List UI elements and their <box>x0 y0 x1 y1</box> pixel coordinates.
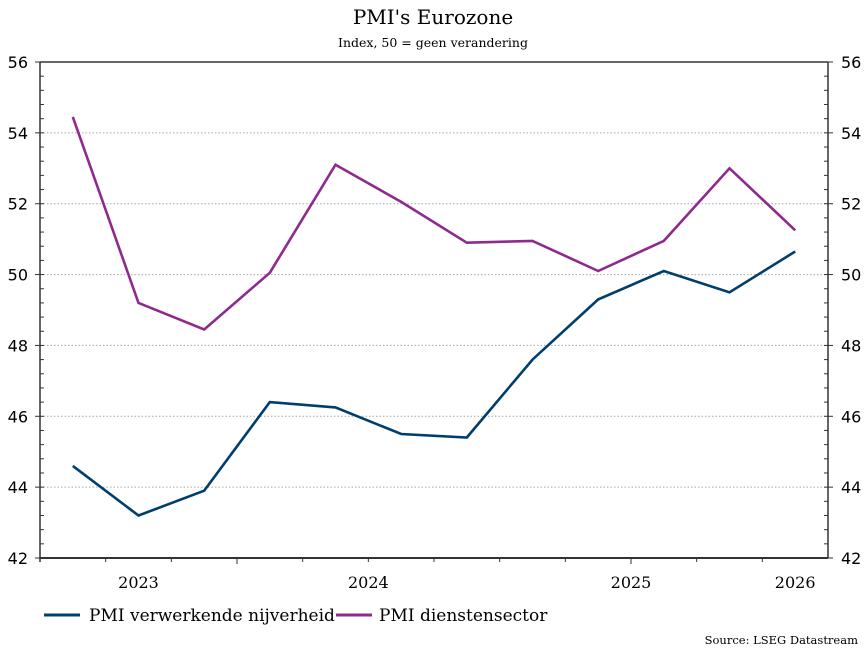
axes <box>35 61 833 564</box>
y-tick-label-left: 54 <box>8 124 28 143</box>
legend: PMI verwerkende nijverheid PMI dienstens… <box>44 606 548 626</box>
y-tick-label-right: 56 <box>841 53 861 72</box>
series-line-manufacturing <box>72 250 796 517</box>
legend-label-manufacturing: PMI verwerkende nijverheid <box>89 606 335 626</box>
x-tick-label: 2025 <box>611 573 652 592</box>
legend-item-services: PMI dienstensector <box>336 606 548 626</box>
y-tick-label-right: 44 <box>841 478 861 497</box>
x-tick-label: 2024 <box>348 573 389 592</box>
y-axis-left-labels: 42 44 46 48 50 52 54 56 <box>8 53 28 568</box>
x-tick-label: 2026 <box>775 573 816 592</box>
x-axis-labels: 2023 2024 2025 2026 <box>118 573 815 592</box>
y-tick-label-right: 50 <box>841 266 861 285</box>
y-tick-label-left: 48 <box>8 336 28 355</box>
chart-subtitle: Index, 50 = geen verandering <box>338 35 528 50</box>
y-tick-label-right: 42 <box>841 549 861 568</box>
series-line-services <box>71 116 797 332</box>
y-tick-label-right: 52 <box>841 195 861 214</box>
y-tick-label-right: 48 <box>841 336 861 355</box>
y-tick-label-right: 54 <box>841 124 861 143</box>
legend-label-services: PMI dienstensector <box>379 606 548 626</box>
y-tick-label-left: 52 <box>8 195 28 214</box>
series-lines <box>71 116 797 517</box>
y-tick-label-left: 46 <box>8 407 28 426</box>
y-tick-label-left: 56 <box>8 53 28 72</box>
y-tick-label-left: 44 <box>8 478 28 497</box>
y-axis-right-labels: 42 44 46 48 50 52 54 56 <box>841 53 861 568</box>
y-tick-label-left: 50 <box>8 266 28 285</box>
source-note: Source: LSEG Datastream <box>705 633 858 647</box>
y-tick-label-right: 46 <box>841 407 861 426</box>
x-tick-label: 2023 <box>118 573 159 592</box>
y-tick-label-left: 42 <box>8 549 28 568</box>
chart-title: PMI's Eurozone <box>353 5 513 29</box>
legend-item-manufacturing: PMI verwerkende nijverheid <box>44 606 335 626</box>
